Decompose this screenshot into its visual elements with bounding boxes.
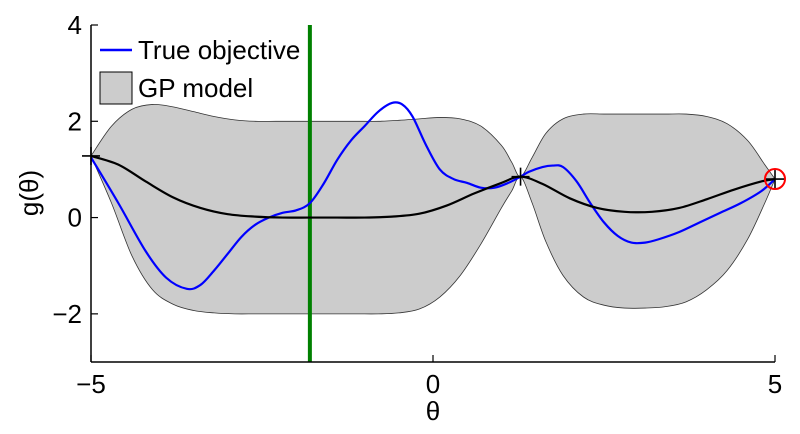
legend: True objective GP model: [99, 35, 300, 105]
y-tick-label: 0: [68, 203, 82, 233]
series-line-true-objective: [90, 101, 776, 291]
tick-layer: −5 0 5 −2 0 2 4: [52, 10, 782, 399]
highlight-circle-marker: [764, 168, 786, 191]
legend-patch-gp-model: [99, 71, 133, 105]
x-tick-label: −5: [76, 369, 106, 399]
legend-label-true-objective: True objective: [138, 35, 300, 65]
legend-label-gp-model: GP model: [138, 73, 253, 103]
series-line-gp-mean: [90, 154, 776, 219]
y-tick-label: 4: [68, 10, 82, 40]
x-tick-label: 5: [768, 369, 782, 399]
y-tick-label: −2: [52, 299, 82, 329]
observation-marker: [511, 167, 530, 186]
y-axis-label: g(θ): [14, 170, 44, 216]
x-tick-label: 0: [426, 369, 440, 399]
x-axis-label: θ: [426, 396, 440, 426]
observation-marker: [766, 170, 784, 189]
line-layer: [90, 25, 776, 362]
y-tick-label: 2: [68, 106, 82, 136]
